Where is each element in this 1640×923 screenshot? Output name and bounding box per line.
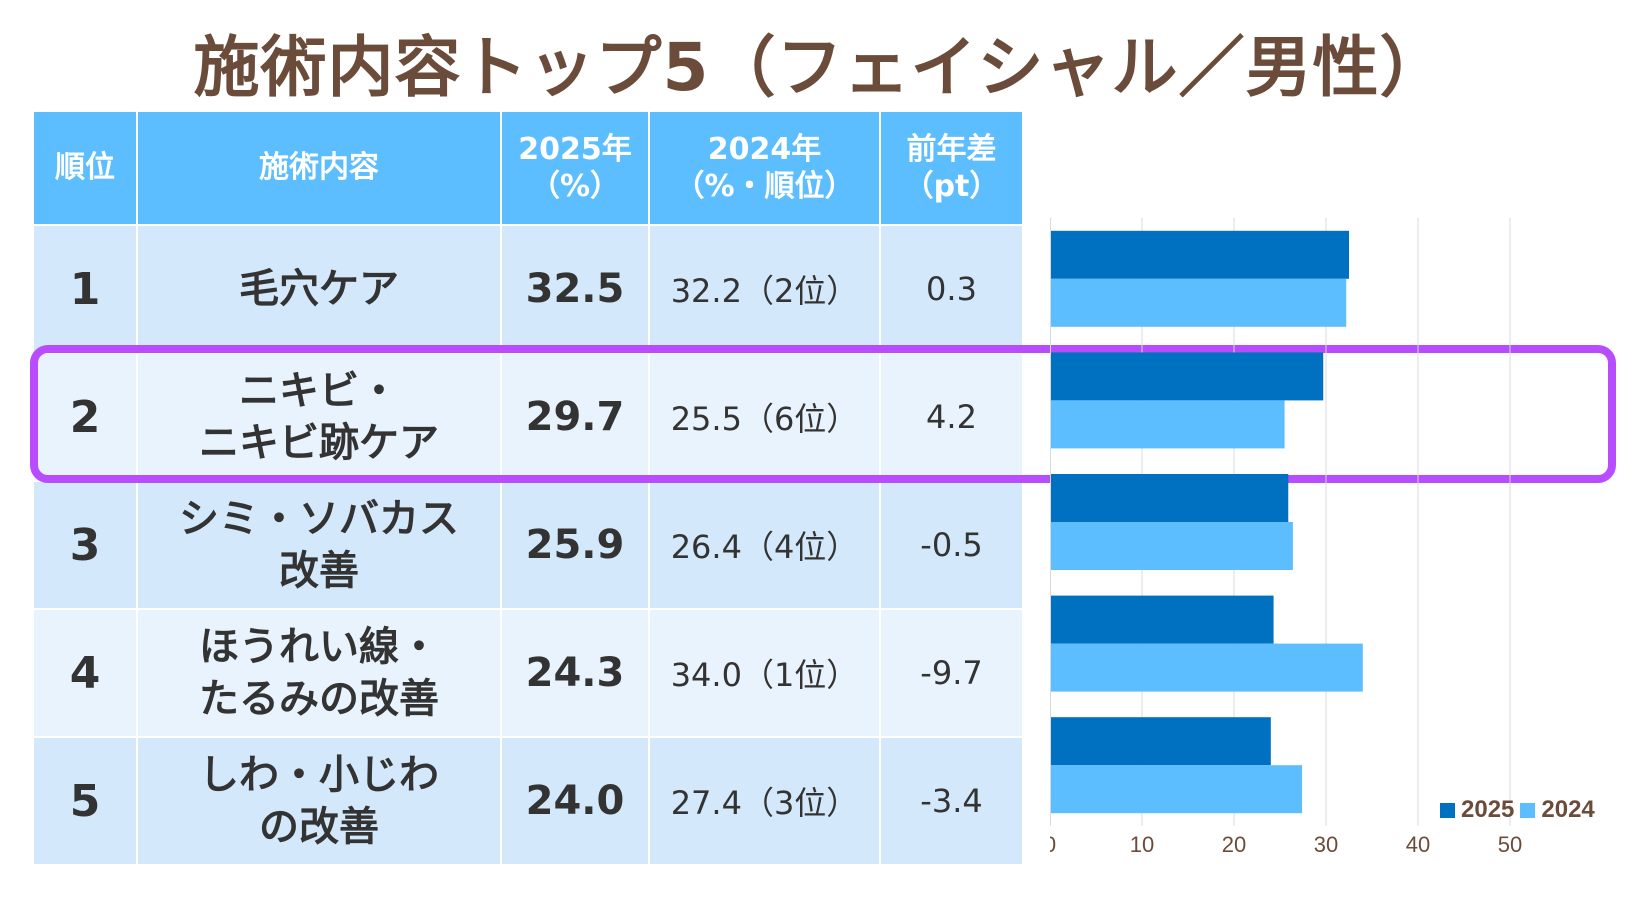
- x-tick-label: 20: [1222, 832, 1246, 857]
- legend-label-2024: 2024: [1541, 796, 1595, 823]
- x-tick-label: 50: [1498, 832, 1522, 857]
- ranking-table: 順位 施術内容 2025年 （%） 2024年 （%・順位） 前年差 （pt） …: [32, 110, 1024, 866]
- value-2025-cell: 24.3: [500, 608, 650, 738]
- x-tick-label: 40: [1406, 832, 1430, 857]
- table-header-row: 順位 施術内容 2025年 （%） 2024年 （%・順位） 前年差 （pt）: [32, 110, 1024, 226]
- value-2025-cell: 29.7: [500, 352, 650, 482]
- bar-chart: 0 10 20 30 40 50: [1050, 218, 1522, 857]
- legend-label-2025: 2025: [1461, 796, 1515, 823]
- item-cell: ニキビ・ ニキビ跡ケア: [136, 352, 502, 482]
- bar-2025-1: [1050, 230, 1349, 279]
- x-tick-label: 30: [1314, 832, 1338, 857]
- header-diff: 前年差 （pt）: [879, 110, 1024, 226]
- item-cell: ほうれい線・ たるみの改善: [136, 608, 502, 738]
- header-2024-line2: （%・順位）: [674, 169, 855, 204]
- header-2025-line1: 2025年: [518, 131, 632, 167]
- value-2025-cell: 24.0: [500, 736, 650, 866]
- rank-cell: 2: [32, 352, 138, 482]
- value-2025-cell: 25.9: [500, 480, 650, 610]
- item-cell: しわ・小じわ の改善: [136, 736, 502, 866]
- item-line1: ニキビ・: [239, 368, 399, 414]
- rank-cell: 4: [32, 608, 138, 738]
- bar-2024-4: [1050, 643, 1363, 692]
- value-2024-cell: 32.2（2位）: [648, 224, 881, 354]
- header-diff-line2: （pt）: [903, 169, 1000, 204]
- header-2025: 2025年 （%）: [500, 110, 650, 226]
- bar-2024-2: [1050, 400, 1285, 449]
- table-row: 4 ほうれい線・ たるみの改善 24.3 34.0（1位） -9.7: [32, 608, 1024, 738]
- header-2024: 2024年 （%・順位）: [648, 110, 881, 226]
- table-row: 2 ニキビ・ ニキビ跡ケア 29.7 25.5（6位） 4.2: [32, 352, 1024, 482]
- diff-cell: -0.5: [879, 480, 1024, 610]
- item-line1: シミ・ソバカス: [179, 496, 459, 542]
- legend: 2025 2024: [1440, 796, 1595, 824]
- header-2024-line1: 2024年: [707, 131, 822, 167]
- bar-2024-3: [1050, 522, 1293, 570]
- table-row: 3 シミ・ソバカス 改善 25.9 26.4（4位） -0.5: [32, 480, 1024, 610]
- header-rank: 順位: [32, 110, 138, 226]
- highlight-frame: [30, 345, 1616, 483]
- item-line2: 改善: [279, 548, 359, 594]
- item-line2: たるみの改善: [199, 676, 439, 722]
- item-line2: の改善: [259, 804, 379, 850]
- legend-swatch-2024: [1520, 802, 1536, 818]
- rank-cell: 5: [32, 736, 138, 866]
- header-2025-line2: （%）: [529, 169, 621, 204]
- bar-2024-5: [1050, 765, 1303, 814]
- item-line2: ニキビ跡ケア: [199, 420, 439, 466]
- diff-cell: -9.7: [879, 608, 1024, 738]
- header-item: 施術内容: [136, 110, 502, 226]
- bar-2025-5: [1050, 717, 1271, 766]
- diff-cell: -3.4: [879, 736, 1024, 866]
- item-line1: ほうれい線・: [199, 624, 439, 670]
- diff-cell: 4.2: [879, 352, 1024, 482]
- bar-2025-3: [1050, 474, 1289, 522]
- x-tick-label: 10: [1130, 832, 1154, 857]
- bar-2025-2: [1050, 352, 1324, 401]
- header-diff-line1: 前年差: [906, 131, 997, 167]
- bar-2025-4: [1050, 595, 1274, 644]
- item-cell: 毛穴ケア: [136, 224, 502, 354]
- diff-cell: 0.3: [879, 224, 1024, 354]
- value-2024-cell: 26.4（4位）: [648, 480, 881, 610]
- value-2025-cell: 32.5: [500, 224, 650, 354]
- rank-cell: 3: [32, 480, 138, 610]
- item-line1: しわ・小じわ: [199, 752, 439, 798]
- legend-swatch-2025: [1440, 802, 1455, 818]
- rank-cell: 1: [32, 224, 138, 354]
- bar-2024-1: [1050, 278, 1347, 327]
- x-tick-label: 0: [1050, 832, 1056, 857]
- table-row: 1 毛穴ケア 32.5 32.2（2位） 0.3: [32, 224, 1024, 354]
- item-cell: シミ・ソバカス 改善: [136, 480, 502, 610]
- value-2024-cell: 27.4（3位）: [648, 736, 881, 866]
- table-row: 5 しわ・小じわ の改善 24.0 27.4（3位） -3.4: [32, 736, 1024, 866]
- item-line1: 毛穴ケア: [239, 266, 399, 312]
- value-2024-cell: 34.0（1位）: [648, 608, 881, 738]
- page-title: 施術内容トップ5（フェイシャル／男性）: [193, 29, 1447, 106]
